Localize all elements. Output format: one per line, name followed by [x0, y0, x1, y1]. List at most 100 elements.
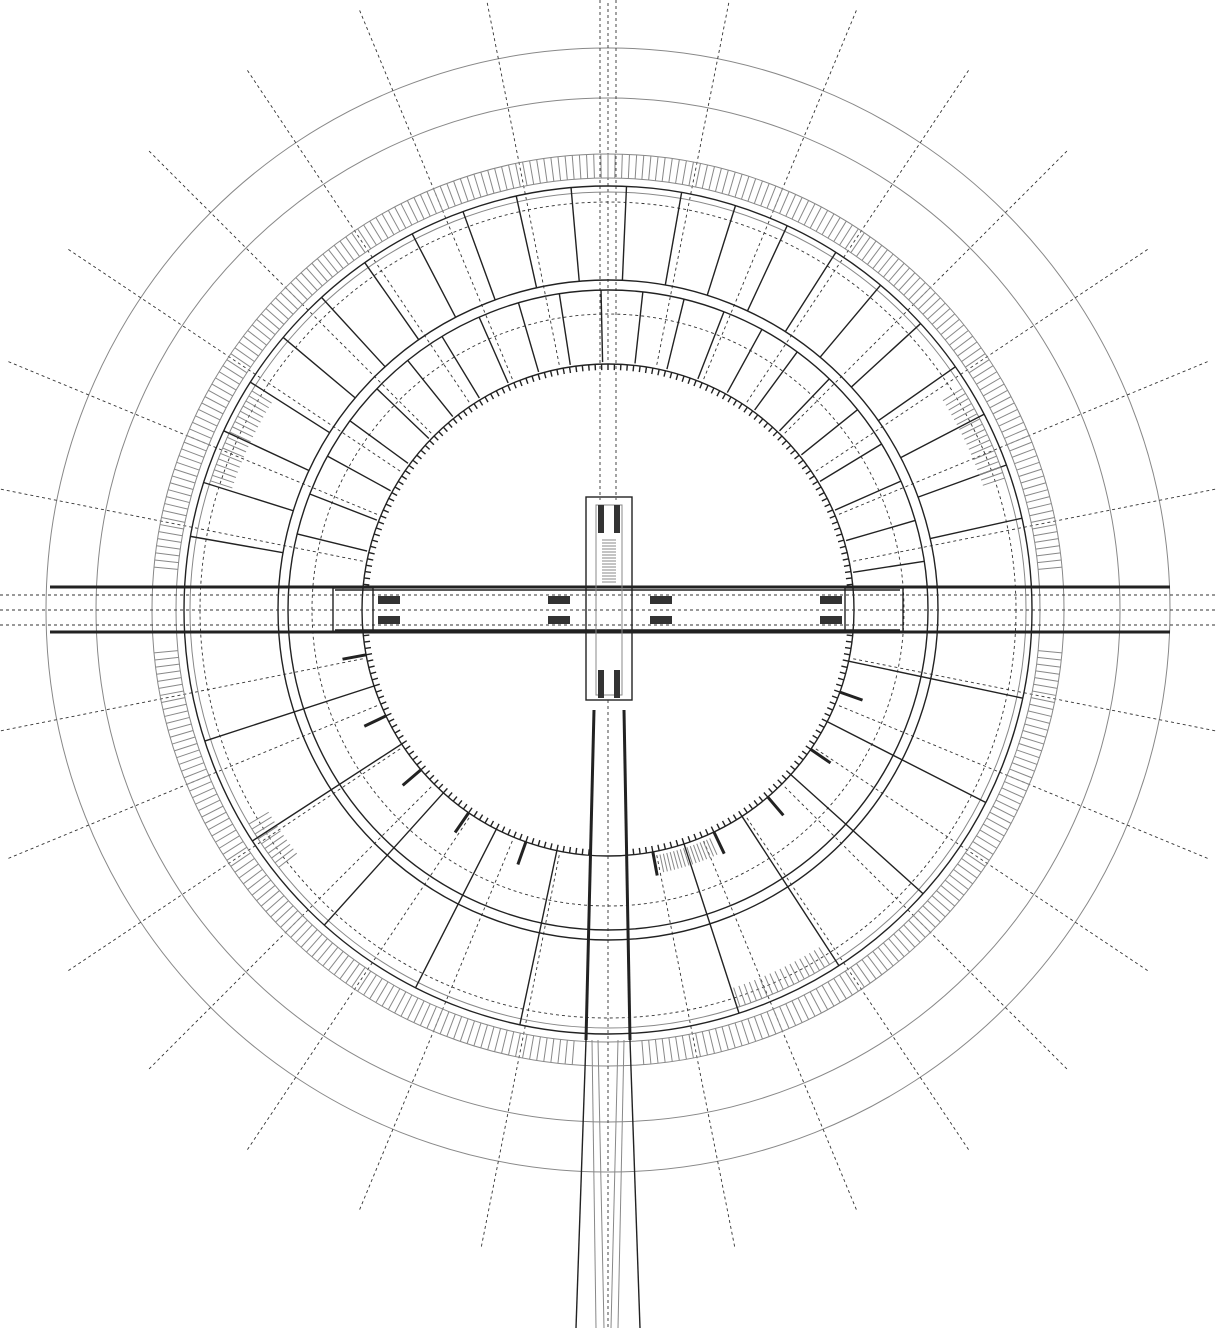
- courtyard-tick: [429, 774, 435, 780]
- room-wall: [877, 366, 956, 422]
- facade-hatch: [387, 210, 401, 232]
- facade-hatch: [1024, 723, 1048, 731]
- facade-hatch: [1004, 781, 1027, 792]
- facade-hatch: [201, 805, 224, 818]
- facade-hatch: [661, 1038, 666, 1063]
- courtyard-tick: [805, 470, 812, 475]
- stair-tread: [764, 975, 774, 995]
- stair-tread: [248, 395, 269, 409]
- courtyard-tick: [738, 810, 743, 817]
- facade-hatch: [156, 545, 181, 550]
- bridge-pier: [650, 596, 672, 604]
- stair-tread: [224, 442, 247, 453]
- courtyard-tick: [831, 521, 838, 525]
- facade-hatch: [536, 159, 541, 184]
- courtyard-tick: [675, 373, 679, 381]
- facade-hatch: [333, 245, 350, 265]
- stair-tread: [808, 953, 820, 971]
- facade-hatch: [741, 176, 750, 200]
- stair-tread: [212, 474, 235, 484]
- courtyard-tick: [468, 406, 473, 413]
- facade-hatch: [234, 347, 255, 363]
- courtyard-tick: [794, 760, 800, 766]
- facade-hatch: [208, 389, 230, 403]
- facade-hatch: [695, 1032, 701, 1057]
- stair-tread: [774, 971, 784, 990]
- facade-hatch: [866, 245, 883, 265]
- stair-tread: [227, 436, 249, 448]
- facade-hatch: [1016, 749, 1040, 759]
- facade-hatch: [159, 690, 184, 696]
- courtyard-tick: [704, 384, 709, 392]
- stair-tread: [970, 444, 993, 455]
- facade-hatch: [688, 1034, 694, 1059]
- courtyard-tick: [687, 836, 691, 843]
- facade-hatch: [1016, 461, 1040, 471]
- facade-hatch: [809, 206, 822, 229]
- facade-hatch: [675, 1036, 680, 1061]
- courtyard-tick: [442, 426, 448, 433]
- courtyard-tick: [543, 372, 547, 379]
- facade-hatch: [922, 905, 941, 923]
- facade-hatch: [186, 435, 210, 446]
- courtyard-tick: [519, 833, 523, 840]
- stair-tread: [254, 821, 275, 835]
- column: [809, 748, 832, 765]
- courtyard-tick: [424, 770, 431, 776]
- facade-hatch: [247, 330, 267, 346]
- facade-hatch: [211, 823, 233, 837]
- facade-hatch: [695, 163, 701, 188]
- stair-tread: [251, 816, 272, 830]
- facade-hatch: [922, 297, 941, 315]
- facade-hatch: [375, 217, 389, 239]
- courtyard-tick: [370, 545, 377, 549]
- courtyard-tick: [519, 380, 523, 387]
- room-wall: [634, 291, 644, 364]
- facade-hatch: [168, 489, 192, 497]
- facade-hatch: [1009, 441, 1033, 452]
- room-wall: [666, 299, 685, 370]
- courtyard-tick: [364, 570, 372, 574]
- column: [839, 690, 864, 702]
- courtyard-tick: [758, 418, 764, 424]
- bridge-pier: [378, 596, 400, 604]
- room-wall: [784, 252, 837, 333]
- courtyard-tick: [462, 410, 468, 417]
- stair-tread: [748, 981, 757, 1001]
- bridge-pier: [378, 616, 400, 624]
- courtyard-tick: [837, 677, 845, 681]
- courtyard-tick: [721, 820, 726, 827]
- facade-hatch: [571, 1040, 575, 1065]
- facade-hatch: [439, 1011, 450, 1035]
- facade-hatch: [543, 1037, 548, 1062]
- facade-hatch: [473, 174, 482, 198]
- facade-hatch: [903, 924, 921, 943]
- courtyard-tick: [632, 848, 635, 855]
- stair-tread: [245, 400, 267, 413]
- room-wall: [621, 186, 628, 281]
- facade-hatch: [311, 938, 328, 958]
- facade-hatch: [275, 297, 294, 315]
- facade-hatch: [1004, 428, 1027, 439]
- courtyard-tick: [657, 844, 660, 851]
- courtyard-tick: [663, 370, 667, 377]
- facade-hatch: [1030, 697, 1055, 703]
- facade-hatch: [654, 156, 659, 181]
- facade-hatch: [976, 371, 998, 385]
- path-line: [591, 1039, 597, 1328]
- facade-hatch: [473, 1022, 482, 1046]
- facade-hatch: [198, 799, 221, 812]
- courtyard-tick: [781, 440, 787, 446]
- courtyard-tick: [581, 365, 584, 372]
- facade-hatch: [345, 963, 361, 984]
- path-line: [617, 1039, 625, 1328]
- facade-hatch: [328, 249, 344, 269]
- facade-hatch: [230, 353, 251, 368]
- facade-hatch: [357, 228, 372, 250]
- facade-hatch: [508, 1031, 515, 1056]
- stair-tread: [951, 403, 972, 416]
- room-wall: [376, 388, 430, 440]
- column: [516, 841, 528, 866]
- facade-hatch: [578, 154, 582, 179]
- courtyard-tick: [824, 712, 831, 717]
